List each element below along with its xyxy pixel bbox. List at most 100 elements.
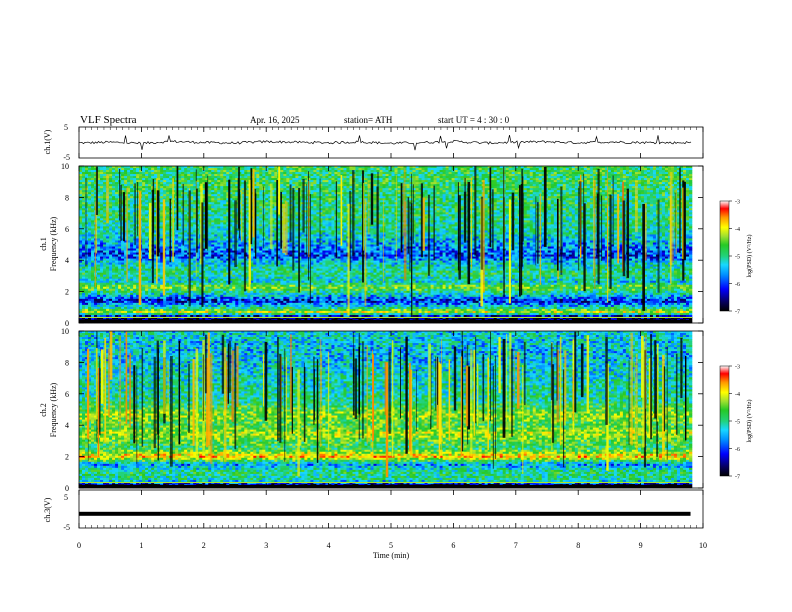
spectrogram-cell-1909: [298, 184, 301, 186]
spectrogram-cell-235: [172, 168, 175, 170]
spectrogram-cell-922: [398, 174, 401, 176]
spectrogram-cell-875: [256, 174, 259, 176]
spectrogram-cell-4931: [184, 214, 187, 216]
spectrogram-cell-772: [560, 172, 563, 174]
spectrogram-cell-730: [434, 172, 437, 174]
spectrogram-cell-3616: [524, 200, 527, 202]
spectrogram-cell-1389: [575, 178, 578, 180]
spectrogram-cell-2063: [148, 186, 151, 188]
spectrogram-cell-2995: [497, 194, 500, 196]
spectrogram-cell-3747: [304, 202, 307, 204]
spectrogram-cell-2564: [428, 190, 431, 192]
spectrogram-cell-1771: [497, 182, 500, 184]
spectrogram-cell-227: [148, 168, 151, 170]
spectrogram-cell-3272: [103, 198, 106, 200]
spectrogram-cell-2068: [163, 186, 166, 188]
spectrogram-cell-3778: [398, 202, 401, 204]
spectrogram-cell-322: [434, 168, 437, 170]
spectrogram-cell-655: [208, 172, 211, 174]
spectrogram-cell-802: [650, 172, 653, 174]
spectrogram-cell-2493: [214, 190, 217, 192]
spectrogram-cell-1778: [518, 182, 521, 184]
spectrogram-cell-2336: [355, 188, 358, 190]
spectrogram-cell-1297: [298, 178, 301, 180]
spectrogram-cell-222: [133, 168, 136, 170]
spectrogram-cell-1084: [271, 176, 274, 178]
spectrogram-cell-1774: [506, 182, 509, 184]
spectrogram-cell-1720: [343, 182, 346, 184]
spectrogram-cell-1693: [262, 182, 265, 184]
spectrogram-cell-4319: [184, 208, 187, 210]
spectrogram-cell-361: [551, 168, 554, 170]
spectrogram-cell-478: [289, 170, 292, 172]
spectrogram-cell-943: [461, 174, 464, 176]
spectrogram-cell-1776: [512, 182, 515, 184]
spectrogram-cell-419: [112, 170, 115, 172]
spectrogram-cell-4978: [325, 214, 328, 216]
spectrogram-cell-3659: [653, 200, 656, 202]
spectrogram-cell-462: [241, 170, 244, 172]
spectrogram-cell-793: [623, 172, 626, 174]
spectrogram-cell-593: [635, 170, 638, 172]
spectrogram-cell-1979: [509, 184, 512, 186]
spectrogram-cell-1020: [79, 176, 82, 178]
spectrogram-cell-1383: [557, 178, 560, 180]
spectrogram-cell-582: [602, 170, 605, 172]
spectrogram-cell-4405: [443, 208, 446, 210]
spectrogram-cell-2659: [100, 192, 103, 194]
spectrogram-cell-4270: [650, 206, 653, 208]
spectrogram-cell-1830: [674, 182, 677, 184]
spectrogram-cell-3546: [313, 200, 316, 202]
spectrogram-cell-881: [274, 174, 277, 176]
spectrogram-cell-4809: [431, 212, 434, 214]
spectrogram-cell-280: [307, 168, 310, 170]
spectrogram-cell-946: [470, 174, 473, 176]
spectrogram-cell-441: [178, 170, 181, 172]
spectrogram-cell-2975: [437, 194, 440, 196]
spectrogram-cell-1727: [364, 182, 367, 184]
spectrogram-cell-2637: [647, 190, 650, 192]
spectrogram-cell-1619: [653, 180, 656, 182]
spectrogram-cell-1898: [265, 184, 268, 186]
spectrogram-cell-4591: [389, 210, 392, 212]
spectrogram-cell-2367: [449, 188, 452, 190]
spectrogram-cell-3212: [536, 196, 539, 198]
spectrogram-cell-1211: [653, 176, 656, 178]
spectrogram-cell-2100: [259, 186, 262, 188]
spectrogram-cell-4651: [569, 210, 572, 212]
spectrogram-cell-3988: [416, 204, 419, 206]
spectrogram-cell-1405: [623, 178, 626, 180]
spectrogram-cell-1846: [109, 184, 112, 186]
spectrogram-cell-4815: [449, 212, 452, 214]
spectrogram-cell-4015: [497, 204, 500, 206]
spectrogram-cell-4979: [328, 214, 331, 216]
spectrogram-cell-2859: [88, 194, 91, 196]
spectrogram-cell-944: [464, 174, 467, 176]
spectrogram-cell-387: [629, 168, 632, 170]
spectrogram-cell-3172: [416, 196, 419, 198]
spectrogram-cell-3996: [440, 204, 443, 206]
spectrogram-cell-4886: [662, 212, 665, 214]
spectrogram-cell-1725: [358, 182, 361, 184]
spectrogram-cell-3365: [383, 198, 386, 200]
spectrogram-cell-2400: [548, 188, 551, 190]
spectrogram-cell-4126: [217, 206, 220, 208]
spectrogram-cell-1843: [100, 184, 103, 186]
spectrogram-cell-4001: [455, 204, 458, 206]
spectrogram-cell-770: [554, 172, 557, 174]
spectrogram-cell-2924: [283, 194, 286, 196]
spectrogram-cell-329: [455, 168, 458, 170]
spectrogram-cell-1351: [461, 178, 464, 180]
spectrogram-cell-592: [632, 170, 635, 172]
spectrogram-cell-1392: [584, 178, 587, 180]
spectrogram-cell-1981: [515, 184, 518, 186]
spectrogram-cell-1341: [431, 178, 434, 180]
spectrogram-cell-2494: [217, 190, 220, 192]
spectrogram-cell-2944: [343, 194, 346, 196]
spectrogram-cell-691: [316, 172, 319, 174]
spectrogram-cell-3050: [662, 194, 665, 196]
spectrogram-cell-975: [557, 174, 560, 176]
spectrogram-cell-1070: [229, 176, 232, 178]
spectrogram-cell-3181: [443, 196, 446, 198]
spectrogram-cell-4034: [554, 204, 557, 206]
